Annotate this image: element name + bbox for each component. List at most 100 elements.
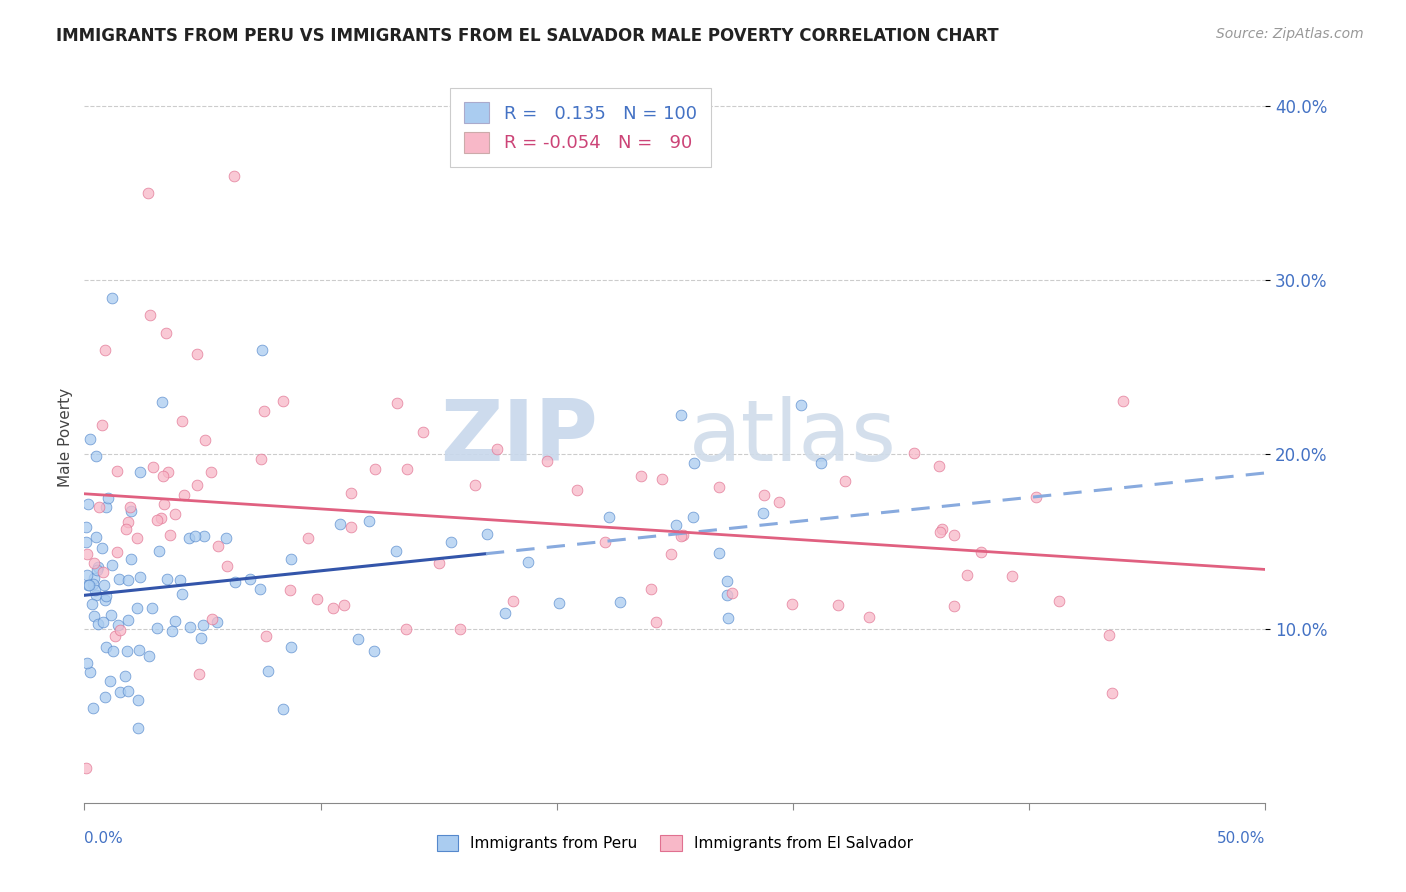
Point (536, 454, 558, 468)
Point (79, 432, 101, 446)
Point (76, 568, 98, 582)
Point (115, 522, 138, 536)
Point (141, 601, 163, 615)
Point (146, 513, 169, 527)
Point (297, 531, 319, 545)
Point (364, 461, 387, 475)
Point (127, 600, 149, 615)
Point (120, 552, 142, 566)
Point (117, 515, 139, 529)
Point (253, 404, 276, 418)
Point (717, 611, 740, 625)
Point (340, 486, 363, 500)
Point (329, 517, 352, 532)
Point (207, 615, 229, 629)
Point (307, 592, 329, 607)
Point (110, 685, 132, 699)
Point (186, 347, 208, 361)
Point (201, 611, 224, 625)
Point (942, 528, 965, 542)
Point (956, 567, 979, 582)
Point (239, 572, 262, 586)
Point (156, 572, 179, 586)
Point (162, 624, 184, 638)
Point (752, 506, 775, 520)
Legend: Immigrants from Peru, Immigrants from El Salvador: Immigrants from Peru, Immigrants from El… (430, 830, 920, 857)
Point (190, 631, 212, 645)
Point (516, 555, 538, 569)
Point (179, 620, 201, 634)
Point (333, 598, 356, 612)
Point (105, 464, 128, 478)
Point (672, 528, 695, 542)
Point (464, 478, 486, 492)
Point (754, 487, 776, 501)
Point (77, 578, 100, 592)
Point (1047, 594, 1070, 608)
Point (146, 621, 169, 635)
Point (97, 491, 120, 505)
Point (609, 594, 631, 608)
Point (96, 500, 118, 515)
Point (155, 326, 177, 340)
Point (115, 644, 138, 658)
Point (651, 472, 673, 486)
Point (707, 480, 730, 494)
Point (928, 525, 950, 540)
Point (768, 495, 790, 509)
Point (200, 465, 222, 479)
Point (271, 393, 294, 408)
Point (1025, 491, 1047, 505)
Point (970, 545, 993, 559)
Point (412, 425, 434, 439)
Point (254, 629, 277, 643)
Point (1101, 686, 1123, 700)
Point (280, 552, 302, 566)
Point (1001, 569, 1024, 583)
Point (127, 722, 149, 736)
Point (157, 465, 180, 479)
Point (94, 640, 117, 654)
Point (76, 656, 98, 670)
Point (138, 649, 160, 664)
Point (720, 586, 742, 600)
Point (359, 514, 381, 528)
Point (75, 761, 97, 775)
Point (83, 609, 105, 624)
Point (153, 497, 176, 511)
Point (142, 459, 165, 474)
Point (103, 644, 125, 658)
Point (165, 614, 187, 628)
Point (105, 544, 128, 558)
Point (215, 531, 238, 545)
Point (101, 558, 124, 573)
Point (150, 511, 173, 525)
Point (183, 529, 205, 543)
Point (110, 623, 132, 637)
Point (640, 582, 662, 596)
Point (250, 343, 273, 357)
Point (91, 615, 114, 629)
Point (173, 488, 195, 502)
Point (547, 597, 569, 611)
Point (93, 578, 115, 592)
Point (163, 508, 186, 522)
Point (191, 617, 214, 632)
Text: 50.0%: 50.0% (1218, 831, 1265, 846)
Point (810, 456, 832, 470)
Point (790, 398, 813, 412)
Point (83, 556, 105, 570)
Point (215, 559, 238, 574)
Point (249, 582, 271, 597)
Point (716, 588, 738, 602)
Point (1112, 394, 1135, 409)
Text: IMMIGRANTS FROM PERU VS IMMIGRANTS FROM EL SALVADOR MALE POVERTY CORRELATION CHA: IMMIGRANTS FROM PERU VS IMMIGRANTS FROM … (56, 27, 998, 45)
Point (395, 622, 418, 636)
Point (83, 571, 105, 585)
Text: Source: ZipAtlas.com: Source: ZipAtlas.com (1216, 27, 1364, 41)
Point (84, 588, 107, 602)
Point (630, 468, 652, 483)
Point (86, 616, 108, 631)
Point (273, 702, 295, 716)
Point (222, 169, 245, 183)
